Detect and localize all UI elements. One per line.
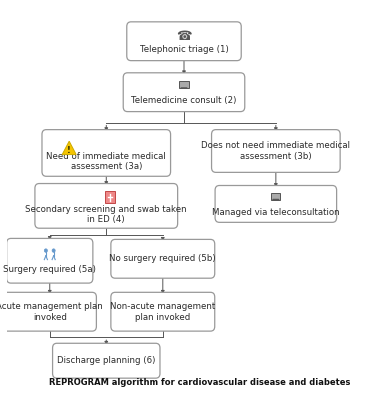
FancyBboxPatch shape bbox=[123, 73, 245, 112]
FancyBboxPatch shape bbox=[180, 82, 188, 88]
Text: Does not need immediate medical
assessment (3b): Does not need immediate medical assessme… bbox=[201, 141, 350, 161]
FancyBboxPatch shape bbox=[105, 191, 114, 203]
Circle shape bbox=[52, 249, 55, 252]
FancyBboxPatch shape bbox=[212, 130, 340, 172]
Polygon shape bbox=[62, 141, 76, 154]
Text: Surgery required (5a): Surgery required (5a) bbox=[3, 265, 96, 274]
FancyBboxPatch shape bbox=[35, 184, 178, 228]
FancyBboxPatch shape bbox=[111, 292, 215, 331]
Text: Discharge planning (6): Discharge planning (6) bbox=[57, 356, 155, 365]
FancyBboxPatch shape bbox=[271, 193, 280, 200]
Text: Telemedicine consult (2): Telemedicine consult (2) bbox=[131, 96, 237, 105]
FancyBboxPatch shape bbox=[42, 130, 171, 176]
Text: Telephonic triage (1): Telephonic triage (1) bbox=[139, 45, 229, 54]
Text: REPROGRAM algorithm for cardiovascular disease and diabetes: REPROGRAM algorithm for cardiovascular d… bbox=[49, 378, 350, 387]
FancyBboxPatch shape bbox=[127, 22, 241, 61]
FancyBboxPatch shape bbox=[53, 343, 160, 378]
Text: !: ! bbox=[67, 146, 71, 155]
Text: Non-acute management
plan invoked: Non-acute management plan invoked bbox=[110, 302, 215, 322]
Text: Secondary screening and swab taken
in ED (4): Secondary screening and swab taken in ED… bbox=[25, 205, 187, 224]
Circle shape bbox=[44, 249, 47, 252]
FancyBboxPatch shape bbox=[215, 186, 337, 222]
FancyBboxPatch shape bbox=[7, 238, 93, 283]
Text: No surgery required (5b): No surgery required (5b) bbox=[110, 254, 216, 263]
Text: ☎: ☎ bbox=[176, 30, 192, 43]
FancyBboxPatch shape bbox=[3, 292, 96, 331]
Text: Managed via teleconsultation: Managed via teleconsultation bbox=[212, 208, 340, 217]
FancyBboxPatch shape bbox=[111, 239, 215, 278]
Text: Acute management plan
invoked: Acute management plan invoked bbox=[0, 302, 103, 322]
Text: Need of immediate medical
assessment (3a): Need of immediate medical assessment (3a… bbox=[46, 152, 166, 172]
